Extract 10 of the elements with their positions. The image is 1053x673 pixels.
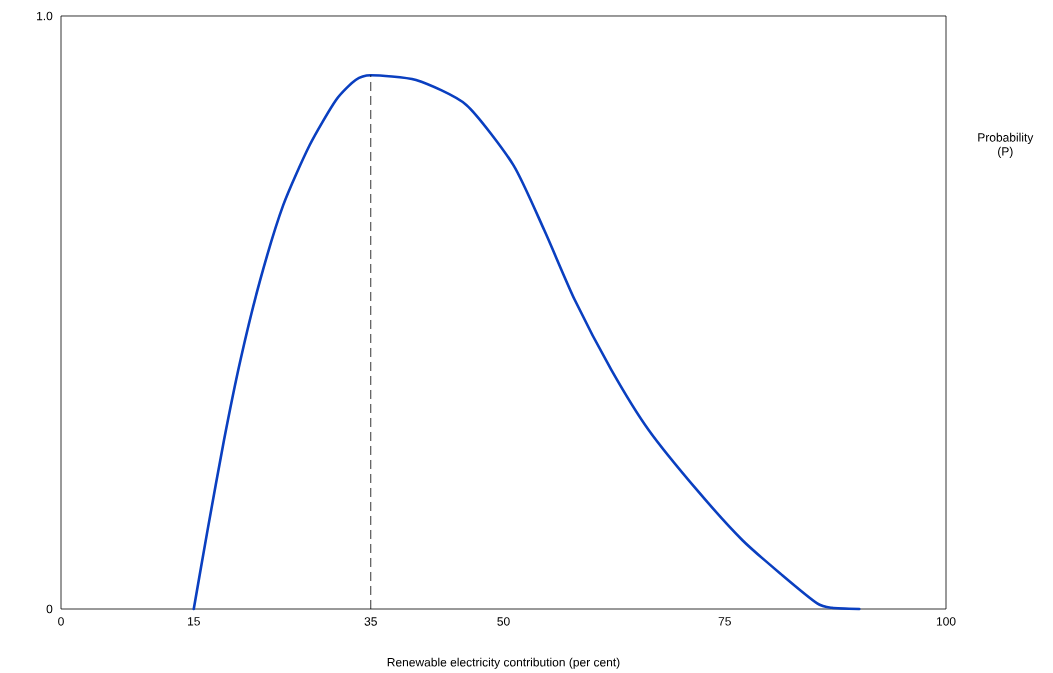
x-tick-label: 35 (364, 617, 377, 626)
line-series (192, 73, 861, 611)
x-tick-label: 75 (718, 617, 731, 626)
x-tick-label: 0 (58, 617, 64, 626)
x-tick-label: 100 (936, 617, 956, 626)
y-axis-title: Probability (P) (978, 132, 1034, 159)
y-tick-label: 1.0 (37, 11, 53, 21)
x-tick-label: 15 (188, 617, 200, 626)
x-tick-label: 50 (497, 617, 510, 626)
x-axis-title: Renewable electricity contribution (per cent) (387, 657, 620, 669)
